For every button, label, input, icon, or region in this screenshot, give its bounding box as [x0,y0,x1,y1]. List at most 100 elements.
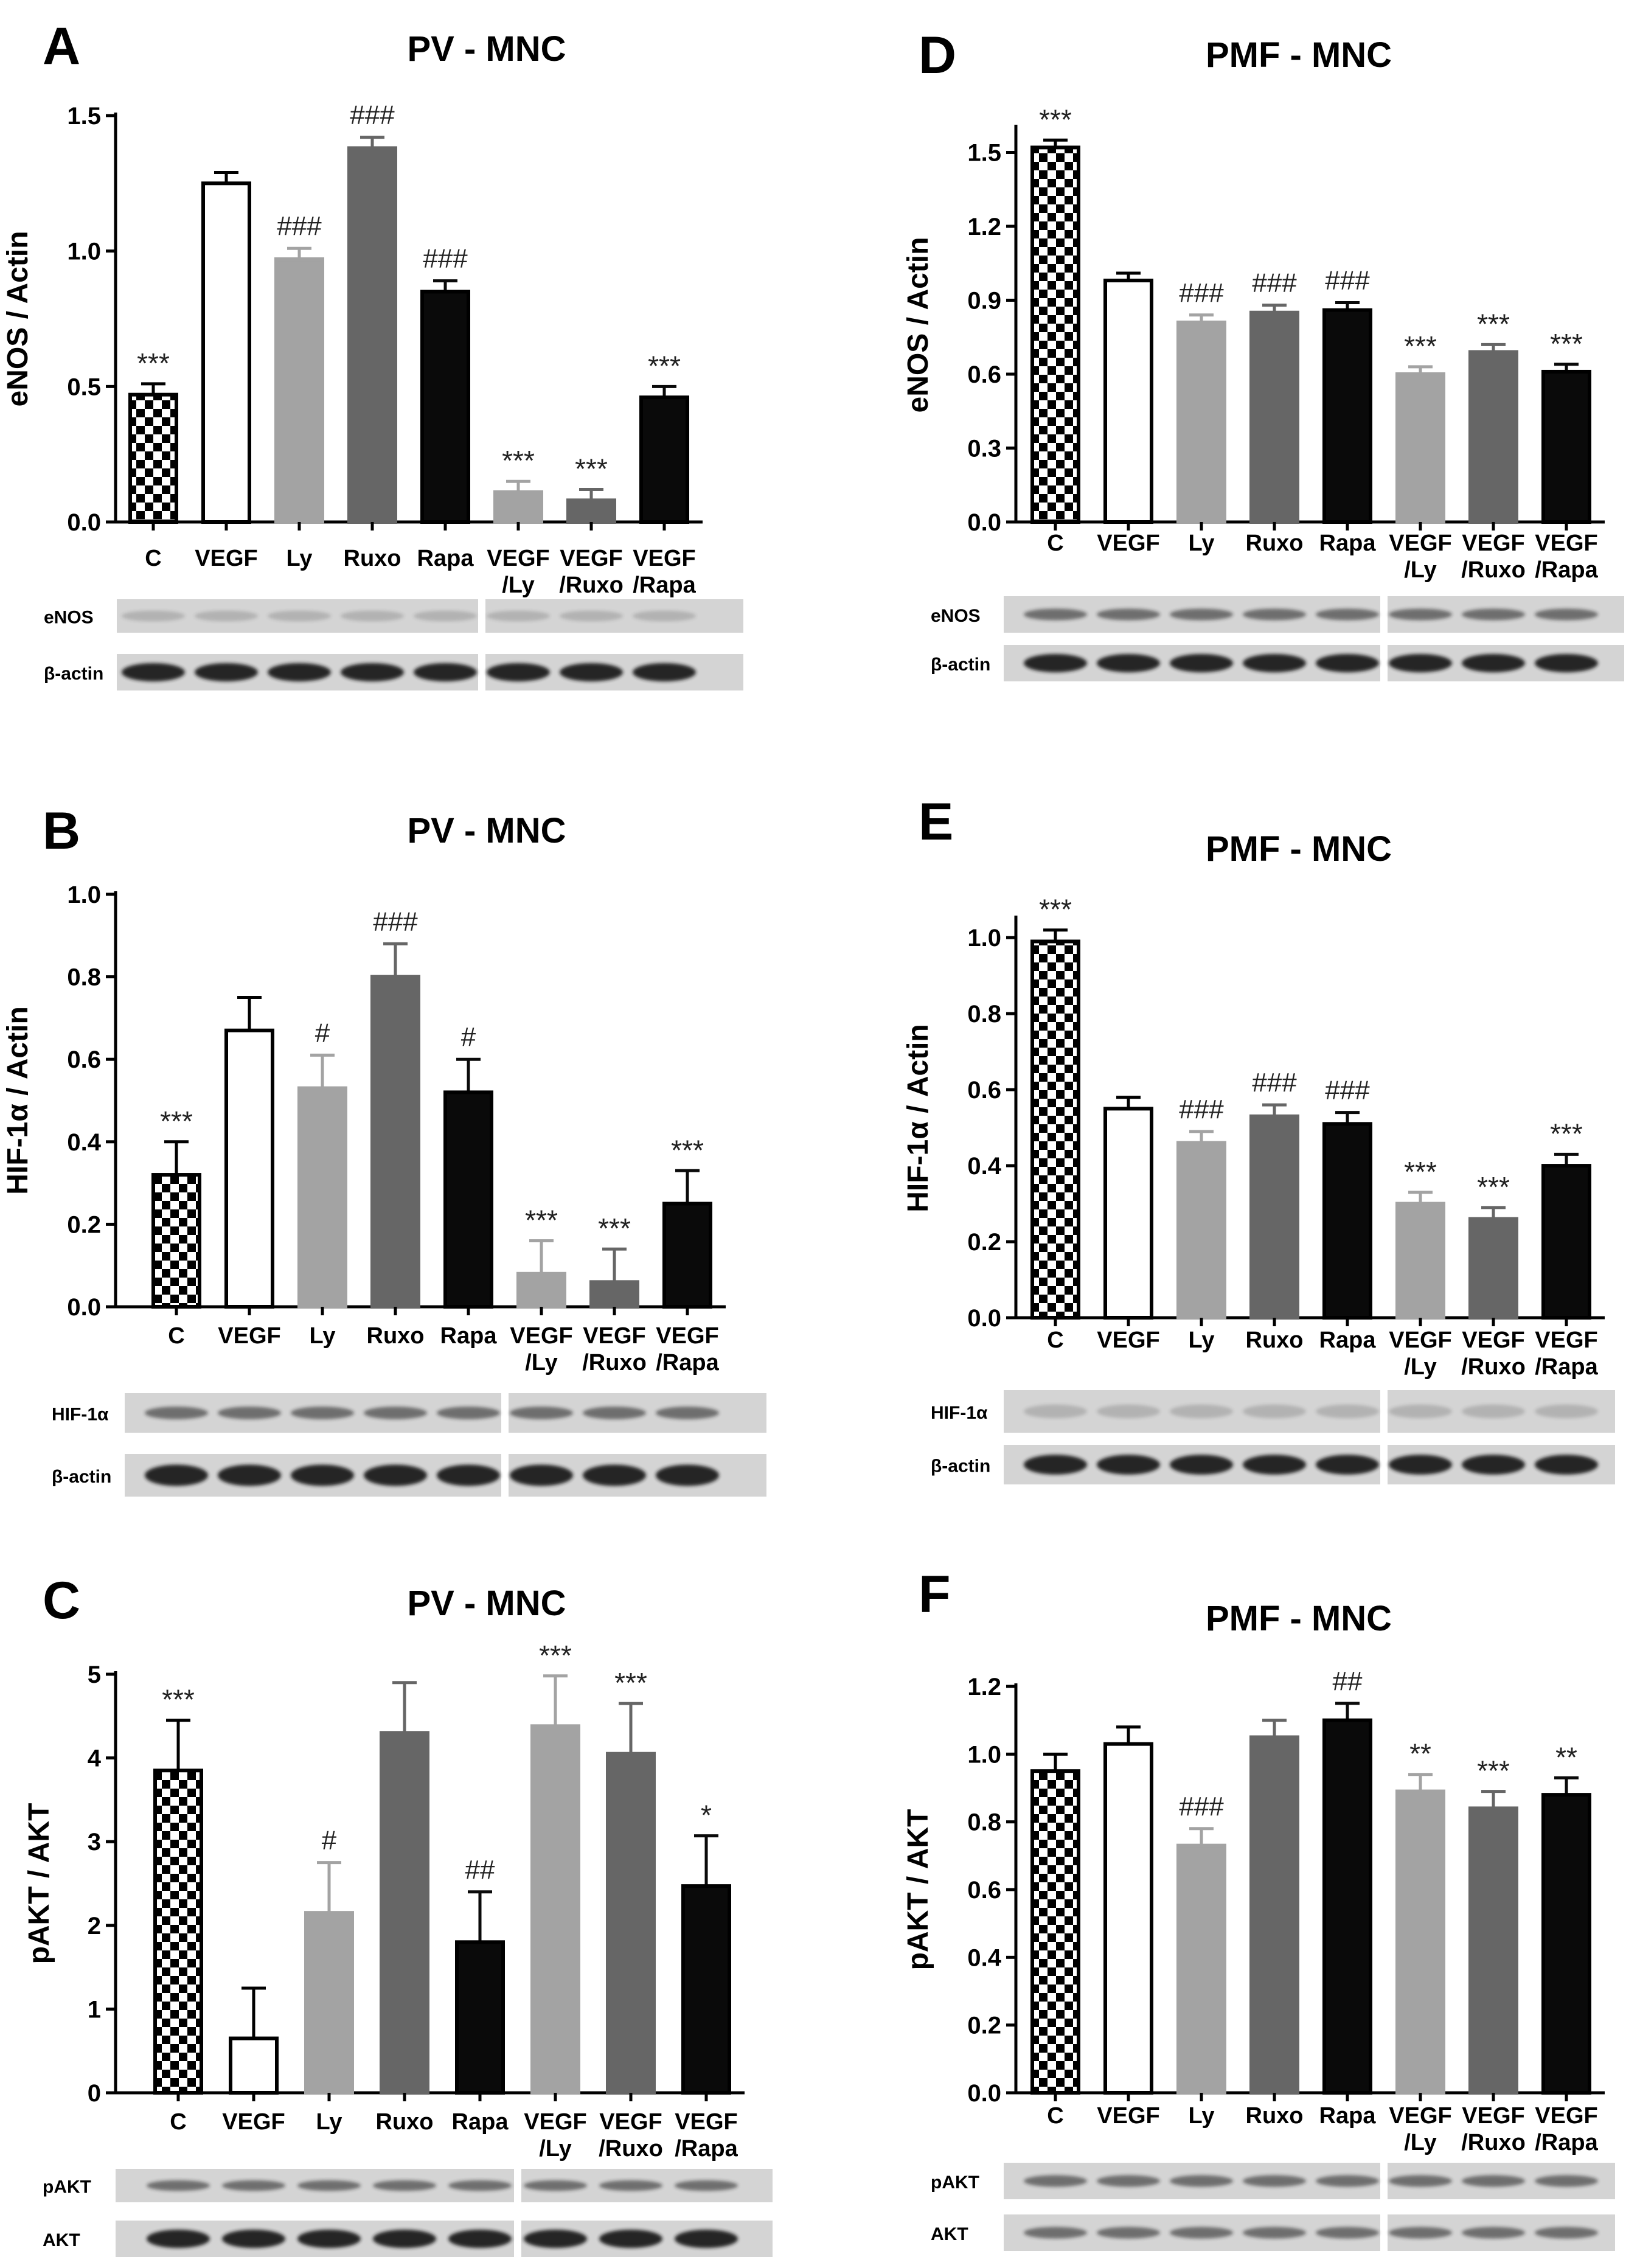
significance-label: *** [1477,1755,1510,1787]
blot-band [1316,608,1379,621]
blot-band [1389,1455,1452,1475]
bar-8 [1541,1164,1591,1320]
category-label: VEGF [675,2109,737,2135]
category-label: VEGF [1535,2103,1597,2129]
blot-band [1535,608,1598,621]
bar-4 [1249,1114,1299,1320]
significance-label: * [701,1800,712,1831]
significance-label: ### [1179,1792,1224,1821]
significance-label: ### [373,906,418,936]
significance-label: *** [162,1684,195,1716]
y-tick-label: 5 [88,1661,101,1688]
bar-7 [1468,1806,1518,2095]
y-tick-label: 0.6 [967,1077,1001,1104]
significance-label: *** [1039,894,1072,925]
category-label: VEGF [195,546,257,571]
y-tick-label: 3 [88,1829,101,1856]
blot-label: eNOS [931,606,981,626]
category-label: VEGF [656,1323,718,1349]
bar-4 [1249,310,1299,524]
blot-band [1170,608,1233,621]
blot-band [1462,2175,1525,2187]
blot-band [1462,2227,1525,2239]
y-tick-label: 0.5 [67,374,101,400]
category-label: VEGF [1462,2103,1524,2129]
significance-label: *** [160,1105,193,1137]
y-tick-label: 1.0 [67,238,101,265]
blot-label: β-actin [931,655,990,675]
chart-title: PMF - MNC [1206,829,1392,869]
significance-label: ### [1325,1076,1370,1105]
y-tick-label: 1.0 [967,925,1001,951]
blot-band [341,610,404,622]
blot-band [1097,1455,1160,1475]
blot-band [510,1464,573,1486]
category-label: /Ly [1404,557,1437,583]
significance-label: ** [1409,1738,1431,1770]
category-label: /Rapa [675,2136,738,2162]
panel-letter: D [919,26,956,85]
bar-8 [1541,369,1591,524]
bar-3 [297,1086,347,1309]
category-label: VEGF [560,546,622,571]
panel-letter: C [43,1571,80,1630]
category-label: /Ly [502,572,535,598]
y-tick-label: 0.2 [67,1211,101,1238]
bar-3 [304,1911,354,2095]
category-label: VEGF [633,546,695,571]
category-label: Rapa [1319,1327,1377,1353]
significance-label: *** [1477,1171,1510,1203]
bar-6 [1395,372,1445,524]
significance-label: *** [648,350,681,381]
significance-label: *** [137,347,170,379]
bar-7 [589,1280,639,1309]
blot-band [448,2180,512,2191]
significance-label: ### [1252,268,1297,298]
blot-band [1170,2227,1233,2239]
bar-2 [201,181,251,524]
blot-band [675,2180,738,2191]
category-label: VEGF [1389,2103,1451,2129]
blot-label: AKT [931,2224,968,2244]
category-label: VEGF [222,2109,285,2135]
category-label: /Ly [1404,1354,1437,1380]
y-tick-label: 0.4 [67,1129,101,1156]
chart-title: PV - MNC [408,29,566,69]
blot-band [583,1464,646,1486]
category-label: C [170,2109,186,2135]
blot-band [1024,2175,1087,2187]
blot-label: eNOS [44,608,94,628]
category-label: /Ruxo [1461,557,1526,583]
y-tick-label: 1 [88,1996,101,2023]
blot-band [1535,1404,1598,1419]
blot-band [1024,1455,1087,1475]
y-tick-label: 1.5 [67,103,101,130]
significance-label: *** [1550,328,1583,360]
category-label: VEGF [524,2109,586,2135]
bar-2 [1103,1742,1153,2095]
blot-band [1024,1404,1087,1419]
bar-6 [530,1724,580,2095]
category-label: C [1047,530,1063,556]
chart-title: PMF - MNC [1206,1599,1392,1638]
category-label: /Rapa [1535,1354,1598,1380]
blot-band [291,1407,354,1419]
bar-1 [153,1769,203,2095]
significance-label: ### [1179,278,1224,308]
y-tick-label: 0.0 [67,1294,101,1321]
significance-label: *** [539,1640,572,1671]
bar-5 [420,290,470,524]
category-label: /Ly [525,1350,558,1376]
blot-band [1097,654,1160,672]
category-label: Ruxo [367,1323,425,1349]
bar-8 [1541,1793,1591,2095]
bar-6 [1395,1789,1445,2095]
category-label: VEGF [218,1323,280,1349]
blot-band [145,1407,208,1419]
bar-6 [493,490,543,524]
category-label: Ly [310,1323,336,1349]
category-label: Ly [1189,1327,1215,1353]
y-tick-label: 0.2 [967,2012,1001,2039]
bar-2 [1103,1107,1153,1320]
